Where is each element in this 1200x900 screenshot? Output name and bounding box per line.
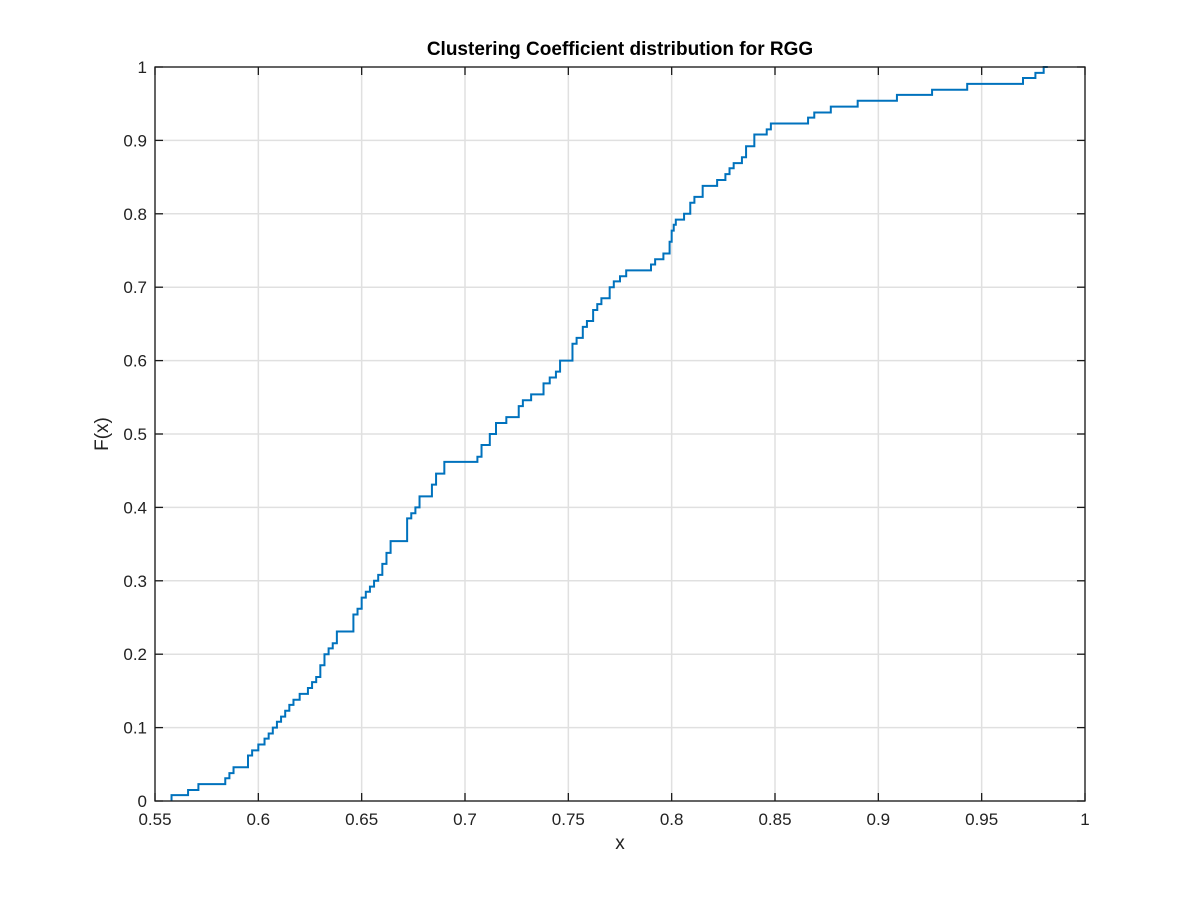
- cdf-step-line: [170, 66, 1048, 801]
- x-tick-label: 0.9: [867, 810, 891, 829]
- chart-title: Clustering Coefficient distribution for …: [427, 39, 813, 60]
- axis-ticks: 0.55 0.6 0.65 0.7 0.75 0.8 0.85 0.9 0.95 1 0 0.1 0.2…: [123, 58, 1089, 829]
- y-tick-label: 0.5: [123, 425, 147, 444]
- x-axis-label: x: [615, 833, 625, 854]
- x-tick-label: 0.6: [247, 810, 271, 829]
- y-tick-label: 0.7: [123, 278, 147, 297]
- x-tick-label: 0.85: [758, 810, 791, 829]
- y-tick-label: 0.3: [123, 572, 147, 591]
- x-tick-label: 0.75: [552, 810, 585, 829]
- y-tick-label: 0.4: [123, 498, 147, 517]
- grid: [154, 66, 1086, 802]
- y-axis-label: F(x): [92, 417, 113, 451]
- x-tick-label: 0.65: [345, 810, 378, 829]
- y-tick-label: 0.2: [123, 645, 147, 664]
- y-tick-label: 1: [138, 58, 147, 77]
- x-tick-label: 1: [1080, 810, 1089, 829]
- y-tick-label: 0.8: [123, 205, 147, 224]
- x-tick-label: 0.55: [138, 810, 171, 829]
- y-tick-label: 0.1: [123, 719, 147, 738]
- x-tick-label: 0.95: [965, 810, 998, 829]
- y-tick-label: 0: [138, 792, 147, 811]
- x-tick-label: 0.7: [453, 810, 477, 829]
- series-layer: [170, 66, 1048, 801]
- x-tick-label: 0.8: [660, 810, 684, 829]
- y-tick-label: 0.6: [123, 352, 147, 371]
- y-tick-label: 0.9: [123, 131, 147, 150]
